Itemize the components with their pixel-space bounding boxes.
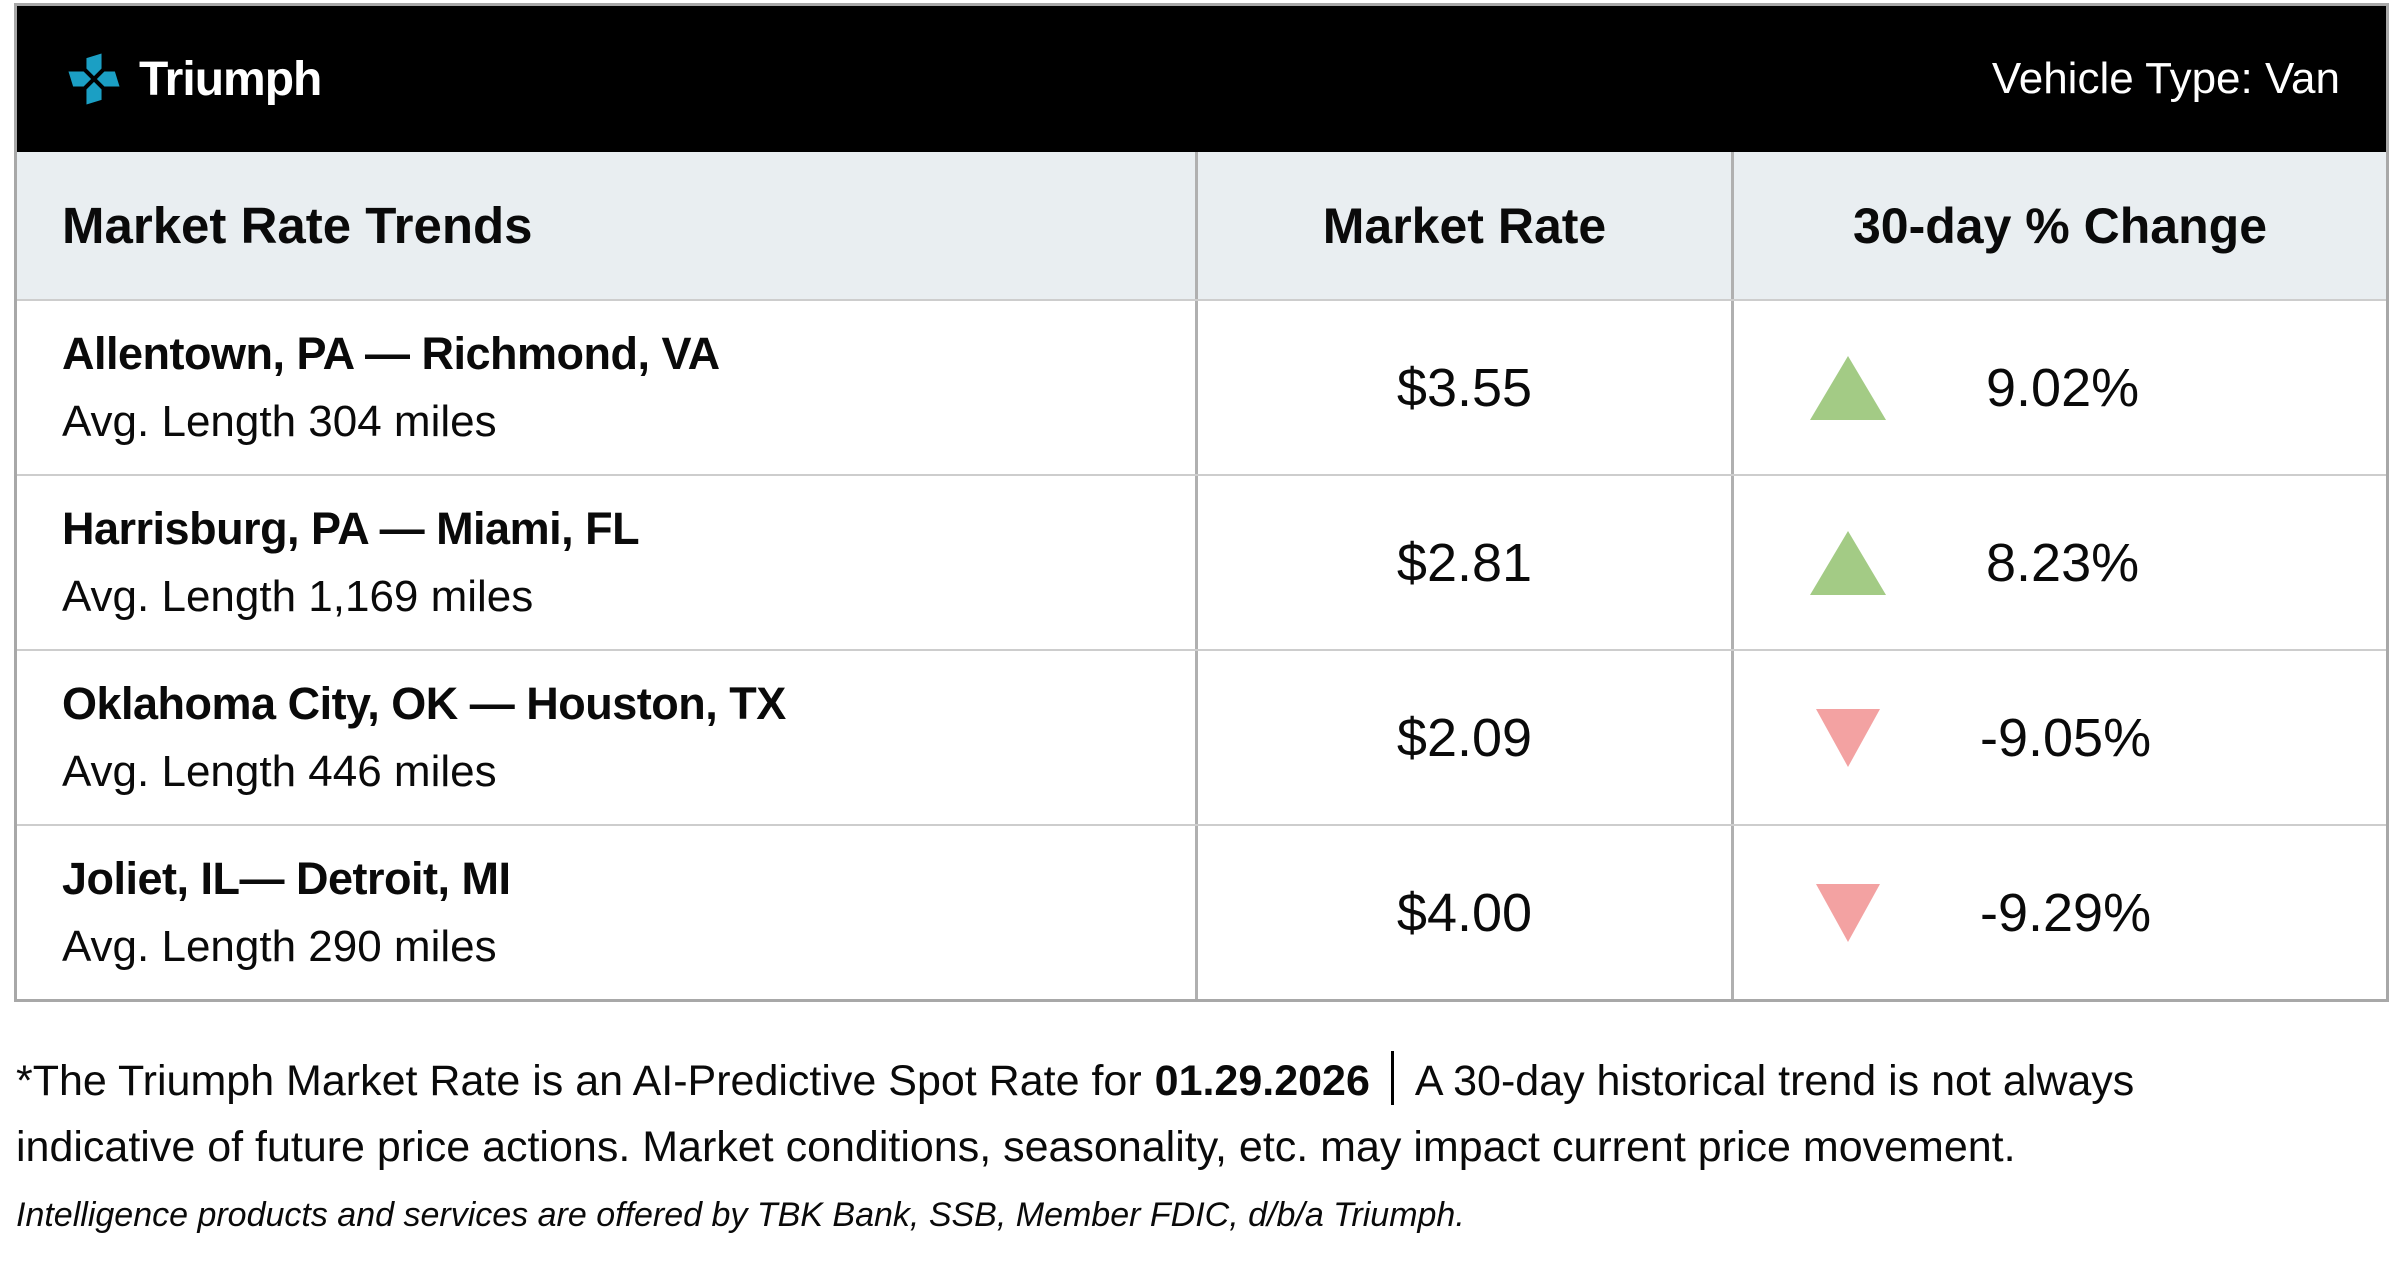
lane-name: Allentown, PA — Richmond, VA	[62, 328, 720, 379]
change-value: -9.29%	[1980, 882, 2152, 943]
brand-name: Triumph	[139, 52, 322, 106]
lane-cell: Oklahoma City, OK — Houston, TX Avg. Len…	[17, 651, 1195, 824]
top-bar: Triumph Vehicle Type: Van	[17, 6, 2386, 152]
disclaimer-text: Intelligence products and services are o…	[16, 1196, 1465, 1234]
market-rate-value: $2.81	[1195, 476, 1731, 649]
footnote-suffix: A 30-day historical trend is not always	[1414, 1057, 2135, 1105]
footnote-date: 01.29.2026	[1154, 1057, 1370, 1105]
lane-name: Joliet, IL— Detroit, MI	[62, 853, 511, 904]
table-row: Joliet, IL— Detroit, MI Avg. Length 290 …	[17, 824, 2386, 999]
lane-cell: Joliet, IL— Detroit, MI Avg. Length 290 …	[17, 826, 1195, 999]
footnote-line-1: *The Triumph Market Rate is an AI-Predic…	[16, 1048, 2391, 1114]
footnote-prefix: *The Triumph Market Rate is an AI-Predic…	[16, 1057, 1142, 1105]
lane-avg-length: Avg. Length 1,169 miles	[62, 572, 534, 621]
table-header-row: Market Rate Trends Market Rate 30-day % …	[17, 152, 2386, 299]
header-market-rate: Market Rate	[1195, 152, 1731, 299]
table-row: Oklahoma City, OK — Houston, TX Avg. Len…	[17, 649, 2386, 824]
change-cell: -9.05%	[1731, 651, 2386, 824]
change-value: -9.05%	[1980, 707, 2152, 768]
lane-name: Oklahoma City, OK — Houston, TX	[62, 678, 786, 729]
header-market-rate-trends: Market Rate Trends	[62, 197, 533, 254]
table-row: Harrisburg, PA — Miami, FL Avg. Length 1…	[17, 474, 2386, 649]
lane-avg-length: Avg. Length 446 miles	[62, 747, 497, 796]
triumph-cross-icon	[68, 53, 120, 105]
change-cell: 8.23%	[1731, 476, 2386, 649]
separator-bar	[1390, 1051, 1394, 1105]
market-rate-value: $4.00	[1195, 826, 1731, 999]
table-row: Allentown, PA — Richmond, VA Avg. Length…	[17, 299, 2386, 474]
change-value: 9.02%	[1986, 357, 2140, 418]
market-rate-card: Triumph Vehicle Type: Van Market Rate Tr…	[14, 3, 2389, 1002]
vehicle-type-label: Vehicle Type: Van	[1991, 54, 2340, 103]
lane-avg-length: Avg. Length 304 miles	[62, 397, 497, 446]
market-rate-value: $2.09	[1195, 651, 1731, 824]
trend-down-icon	[1816, 883, 1880, 942]
header-30day-change: 30-day % Change	[1731, 152, 2386, 299]
trend-up-icon	[1810, 530, 1886, 595]
change-cell: 9.02%	[1731, 301, 2386, 474]
lane-cell: Allentown, PA — Richmond, VA Avg. Length…	[17, 301, 1195, 474]
change-cell: -9.29%	[1731, 826, 2386, 999]
footer: *The Triumph Market Rate is an AI-Predic…	[16, 1048, 2391, 1235]
change-value: 8.23%	[1986, 532, 2140, 593]
trend-down-icon	[1816, 708, 1880, 767]
market-rate-value: $3.55	[1195, 301, 1731, 474]
trend-up-icon	[1810, 355, 1886, 420]
lane-avg-length: Avg. Length 290 miles	[62, 922, 497, 971]
lane-cell: Harrisburg, PA — Miami, FL Avg. Length 1…	[17, 476, 1195, 649]
lane-name: Harrisburg, PA — Miami, FL	[62, 503, 640, 554]
footnote-line-2: indicative of future price actions. Mark…	[16, 1123, 2016, 1171]
triumph-logo: Triumph	[65, 46, 322, 112]
